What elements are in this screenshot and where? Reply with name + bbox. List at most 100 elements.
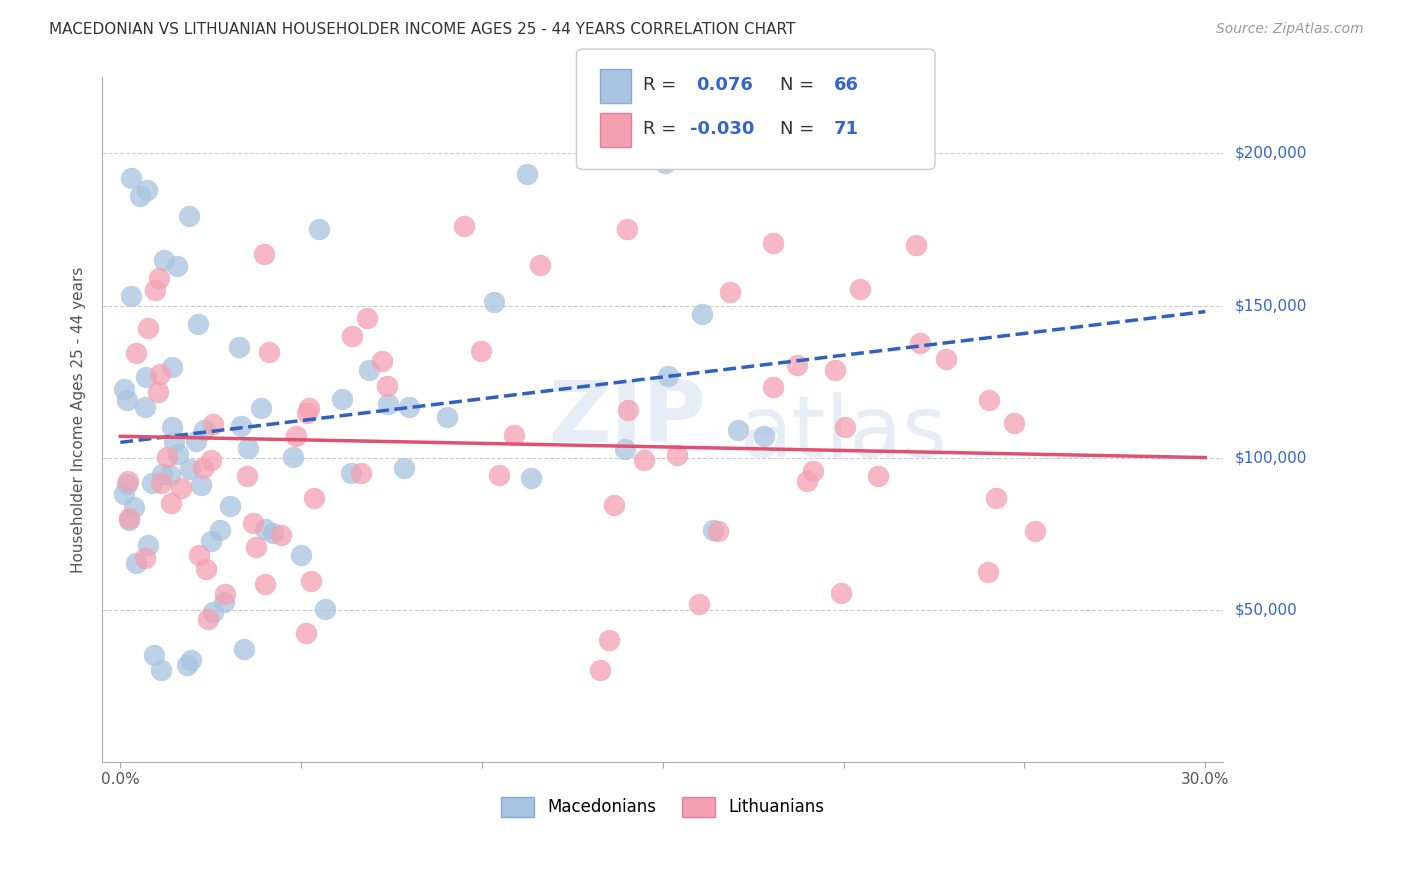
- Point: [122, 500, 145, 515]
- Point: [502, 428, 524, 442]
- Point: [285, 429, 308, 443]
- Text: $200,000: $200,000: [1234, 146, 1308, 161]
- Point: [302, 491, 325, 505]
- Point: [236, 441, 259, 455]
- Point: [233, 641, 256, 656]
- Point: [786, 358, 808, 372]
- Point: [262, 525, 284, 540]
- Point: [146, 384, 169, 399]
- Text: N =: N =: [780, 76, 814, 94]
- Point: [470, 344, 492, 359]
- Point: [866, 469, 889, 483]
- Point: [752, 428, 775, 442]
- Point: [633, 452, 655, 467]
- Point: [118, 511, 141, 525]
- Point: [1002, 416, 1025, 430]
- Point: [375, 379, 398, 393]
- Point: [149, 476, 172, 491]
- Point: [904, 237, 927, 252]
- Point: [986, 491, 1008, 505]
- Point: [166, 260, 188, 274]
- Point: [117, 475, 139, 489]
- Point: [617, 403, 640, 417]
- Text: atlas: atlas: [740, 392, 948, 475]
- Point: [136, 183, 159, 197]
- Point: [370, 354, 392, 368]
- Point: [180, 653, 202, 667]
- Point: [201, 606, 224, 620]
- Point: [295, 406, 318, 420]
- Point: [603, 498, 626, 512]
- Point: [398, 400, 420, 414]
- Text: Source: ZipAtlas.com: Source: ZipAtlas.com: [1216, 22, 1364, 37]
- Point: [830, 585, 852, 599]
- Point: [150, 664, 173, 678]
- Point: [453, 219, 475, 234]
- Point: [516, 167, 538, 181]
- Point: [979, 393, 1001, 408]
- Point: [666, 448, 689, 462]
- Point: [187, 317, 209, 331]
- Point: [436, 410, 458, 425]
- Point: [209, 523, 232, 537]
- Text: MACEDONIAN VS LITHUANIAN HOUSEHOLDER INCOME AGES 25 - 44 YEARS CORRELATION CHART: MACEDONIAN VS LITHUANIAN HOUSEHOLDER INC…: [49, 22, 796, 37]
- Point: [186, 434, 208, 449]
- Point: [141, 476, 163, 491]
- Point: [143, 648, 166, 662]
- Point: [160, 496, 183, 510]
- Point: [762, 235, 785, 250]
- Point: [482, 294, 505, 309]
- Point: [308, 222, 330, 236]
- Point: [125, 557, 148, 571]
- Point: [1024, 524, 1046, 538]
- Point: [193, 461, 215, 475]
- Text: ZIP: ZIP: [548, 376, 706, 459]
- Point: [152, 252, 174, 267]
- Point: [136, 320, 159, 334]
- Point: [796, 474, 818, 488]
- Point: [134, 401, 156, 415]
- Y-axis label: Householder Income Ages 25 - 44 years: Householder Income Ages 25 - 44 years: [72, 267, 86, 573]
- Point: [156, 450, 179, 465]
- Point: [707, 524, 730, 538]
- Point: [718, 285, 741, 299]
- Point: [253, 246, 276, 260]
- Point: [149, 367, 172, 381]
- Point: [350, 467, 373, 481]
- Text: 66: 66: [834, 76, 859, 94]
- Point: [120, 289, 142, 303]
- Point: [654, 156, 676, 170]
- Point: [187, 549, 209, 563]
- Point: [330, 392, 353, 406]
- Point: [162, 419, 184, 434]
- Point: [834, 420, 856, 434]
- Point: [657, 369, 679, 384]
- Point: [136, 538, 159, 552]
- Point: [125, 345, 148, 359]
- Point: [824, 363, 846, 377]
- Point: [314, 602, 336, 616]
- Point: [200, 534, 222, 549]
- Text: 71: 71: [834, 120, 859, 138]
- Point: [253, 522, 276, 536]
- Point: [849, 282, 872, 296]
- Point: [143, 283, 166, 297]
- Point: [977, 565, 1000, 579]
- Point: [166, 447, 188, 461]
- Point: [134, 550, 156, 565]
- Text: $100,000: $100,000: [1234, 450, 1308, 465]
- Point: [250, 401, 273, 415]
- Point: [118, 513, 141, 527]
- Point: [197, 612, 219, 626]
- Text: R =: R =: [643, 76, 676, 94]
- Point: [212, 595, 235, 609]
- Point: [219, 499, 242, 513]
- Point: [613, 442, 636, 457]
- Point: [299, 574, 322, 588]
- Point: [690, 307, 713, 321]
- Text: -0.030: -0.030: [690, 120, 755, 138]
- Point: [135, 370, 157, 384]
- Point: [193, 423, 215, 437]
- Point: [935, 352, 957, 367]
- Text: $50,000: $50,000: [1234, 602, 1298, 617]
